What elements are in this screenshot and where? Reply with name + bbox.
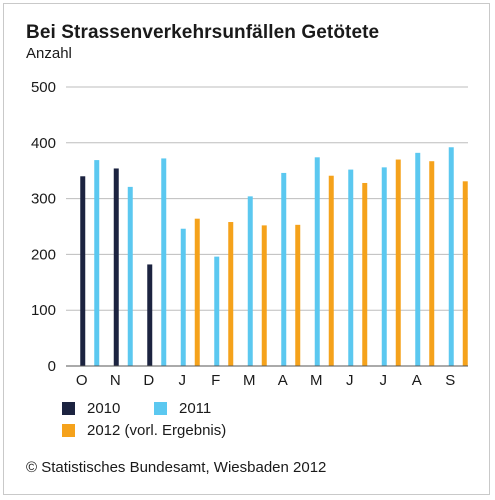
x-tick-label: J [346, 372, 354, 389]
legend-label-2011: 2011 [179, 400, 212, 417]
legend-item-2011: 2011 [154, 400, 211, 417]
legend-swatch-2011 [154, 402, 167, 415]
x-tick-label: A [278, 372, 288, 389]
bar-2012-9 [395, 159, 401, 366]
bar-2011-0 [94, 160, 100, 366]
legend-item-2012: 2012 (vorl. Ergebnis) [62, 422, 226, 439]
bar-2012-3 [194, 218, 200, 366]
x-tick-label: M [310, 372, 323, 389]
chart-frame [3, 3, 490, 495]
legend-label-2010: 2010 [87, 400, 121, 417]
legend-swatch-2010 [62, 402, 75, 415]
bar-2011-2 [161, 158, 167, 366]
bar-2010-0 [80, 176, 86, 366]
legend-swatch-2012 [62, 424, 75, 437]
chart-title: Bei Strassenverkehrsunfällen Getötete [26, 22, 380, 43]
y-tick-label: 500 [31, 79, 56, 96]
bar-2012-4 [228, 222, 234, 366]
bar-2012-10 [429, 161, 435, 366]
bar-2012-7 [328, 175, 334, 366]
bar-2012-8 [362, 182, 368, 366]
x-tick-label: S [445, 372, 455, 389]
x-tick-label: J [380, 372, 388, 389]
x-tick-label: D [143, 372, 154, 389]
bar-2012-6 [295, 224, 301, 366]
y-tick-label: 100 [31, 302, 56, 319]
bar-2011-10 [415, 152, 421, 366]
bar-2011-8 [348, 169, 354, 366]
x-tick-label: N [110, 372, 121, 389]
y-tick-label: 200 [31, 246, 56, 263]
bar-2011-7 [314, 157, 320, 366]
bar-2011-3 [180, 228, 186, 366]
bar-2010-1 [113, 168, 119, 366]
y-tick-label: 0 [48, 358, 56, 375]
x-tick-label: A [412, 372, 422, 389]
bar-2011-5 [247, 196, 253, 366]
bar-2011-11 [448, 147, 454, 366]
y-tick-label: 300 [31, 191, 56, 208]
x-tick-label: O [76, 372, 88, 389]
source-note: © Statistisches Bundesamt, Wiesbaden 201… [26, 459, 327, 476]
bar-2010-2 [147, 264, 153, 366]
bar-2012-11 [462, 181, 468, 366]
bar-2011-1 [127, 186, 133, 366]
x-tick-label: F [211, 372, 220, 389]
legend-item-2010: 2010 [62, 400, 120, 417]
bar-2011-6 [281, 172, 287, 366]
legend-label-2012: 2012 (vorl. Ergebnis) [87, 422, 227, 439]
bar-2011-9 [381, 167, 387, 366]
bar-2011-4 [214, 256, 220, 366]
bar-2012-5 [261, 225, 267, 366]
y-axis-label: Anzahl [26, 45, 72, 62]
x-tick-label: J [179, 372, 187, 389]
x-tick-label: M [243, 372, 256, 389]
y-tick-label: 400 [31, 135, 56, 152]
